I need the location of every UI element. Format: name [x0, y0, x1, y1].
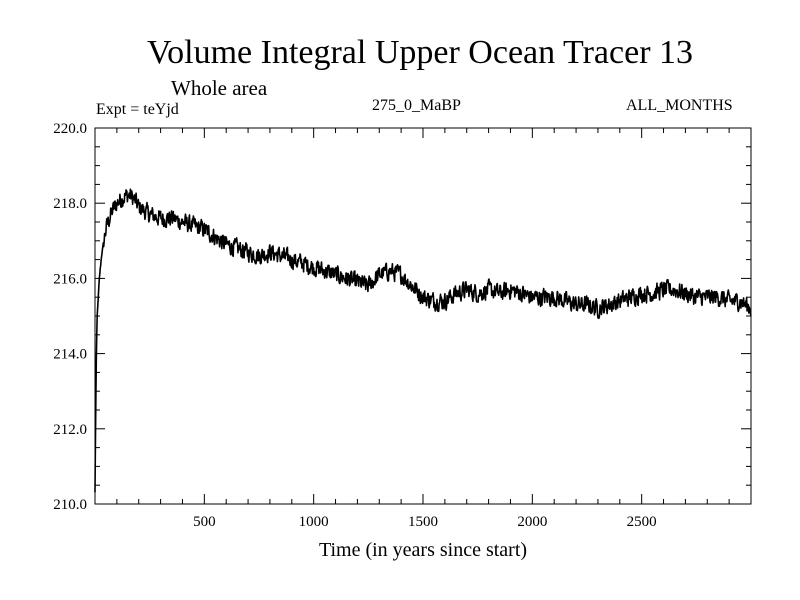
chart-subtitle: Whole area — [171, 76, 268, 100]
plot-frame — [94, 127, 752, 505]
y-tick-label: 214.0 — [53, 347, 87, 363]
series-line — [94, 188, 752, 493]
x-tick-label: 2000 — [517, 514, 547, 530]
x-tick-label: 1500 — [408, 514, 438, 530]
y-tick-label: 216.0 — [53, 271, 87, 287]
x-tick-label: 1000 — [299, 514, 329, 530]
period-label: 275_0_MaBP — [372, 97, 461, 114]
tick-labels: 500 1000 1500 2000 2500 210.0 212.0 214.0 216.0 2… — [53, 121, 656, 530]
x-axis-label: Time (in years since start) — [318, 539, 528, 561]
y-tick-label: 212.0 — [53, 422, 87, 438]
x-tick-label: 2500 — [627, 514, 657, 530]
y-tick-label: 220.0 — [53, 121, 87, 137]
experiment-label: Expt = teYjd — [96, 101, 179, 118]
months-label: ALL_MONTHS — [626, 97, 733, 114]
chart-title: Volume Integral Upper Ocean Tracer 13 — [146, 34, 694, 71]
axis-ticks — [95, 128, 751, 504]
x-tick-label: 500 — [193, 514, 216, 530]
y-tick-label: 210.0 — [53, 497, 87, 513]
series-layer — [94, 188, 752, 493]
y-tick-label: 218.0 — [53, 196, 87, 212]
